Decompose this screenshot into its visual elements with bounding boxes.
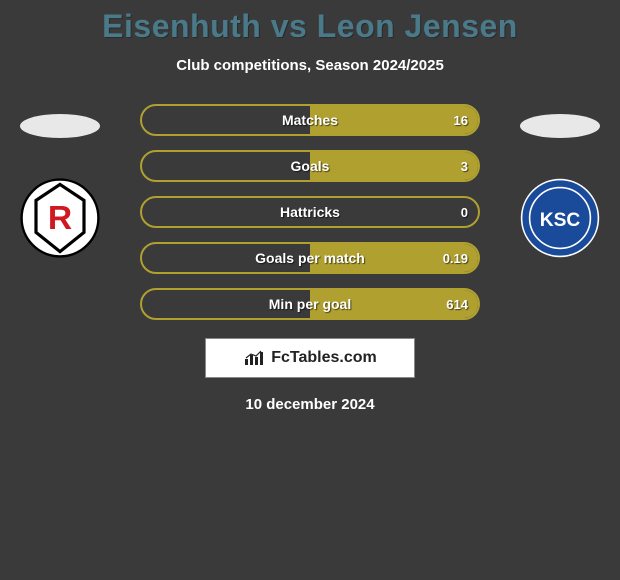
- stat-label: Matches: [282, 112, 338, 128]
- stat-value-right: 0.19: [443, 251, 468, 266]
- stat-label: Goals per match: [255, 250, 365, 266]
- svg-text:R: R: [48, 200, 72, 237]
- player-left-club-logo: R: [20, 178, 100, 258]
- stat-value-right: 614: [446, 297, 468, 312]
- player-right-avatar: [520, 114, 600, 138]
- stat-label: Min per goal: [269, 296, 351, 312]
- page-title: Eisenhuth vs Leon Jensen: [0, 0, 620, 45]
- player-left-column: R: [0, 104, 120, 258]
- player-right-club-logo: KSC: [520, 178, 600, 258]
- stat-value-right: 3: [461, 159, 468, 174]
- stat-bar: Hattricks 0: [140, 196, 480, 228]
- stat-value-right: 16: [454, 113, 468, 128]
- subtitle: Club competitions, Season 2024/2025: [0, 57, 620, 74]
- branding-badge: FcTables.com: [205, 338, 415, 378]
- branding-text: FcTables.com: [271, 349, 377, 367]
- stat-bar: Matches 16: [140, 104, 480, 136]
- player-right-column: KSC: [500, 104, 620, 258]
- stat-value-right: 0: [461, 205, 468, 220]
- date-text: 10 december 2024: [0, 396, 620, 413]
- player-left-avatar: [20, 114, 100, 138]
- chart-icon: [243, 349, 267, 367]
- stat-bar: Goals 3: [140, 150, 480, 182]
- svg-text:KSC: KSC: [540, 210, 581, 231]
- stat-label: Hattricks: [280, 204, 340, 220]
- stat-label: Goals: [291, 158, 330, 174]
- bar-fill-right: [310, 152, 478, 180]
- comparison-panel: R KSC Matches 16 Goals 3 Hattricks 0 Goals per…: [0, 104, 620, 320]
- stat-bars: Matches 16 Goals 3 Hattricks 0 Goals per match…: [140, 104, 480, 320]
- stat-bar: Min per goal 614: [140, 288, 480, 320]
- stat-bar: Goals per match 0.19: [140, 242, 480, 274]
